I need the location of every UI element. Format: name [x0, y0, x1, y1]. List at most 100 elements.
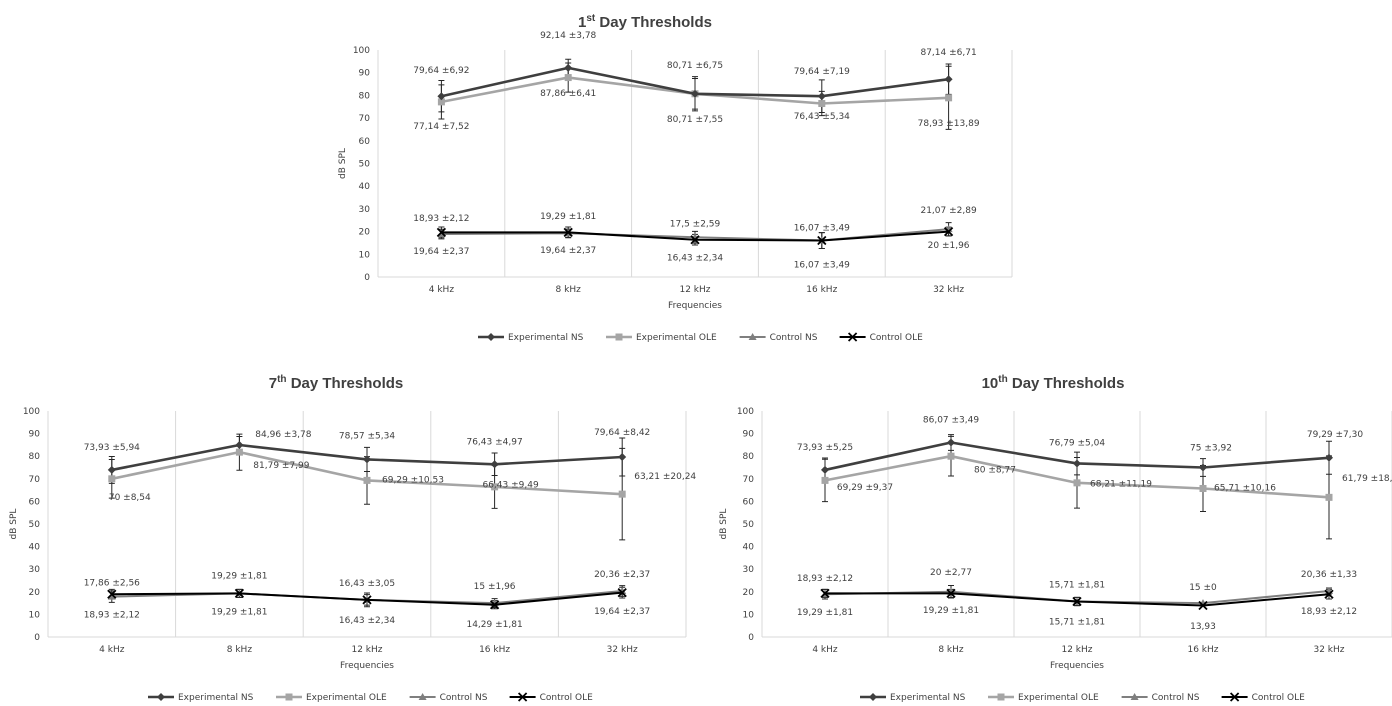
- data-label: 19,64 ±2,37: [540, 246, 596, 256]
- data-point-diamond: [618, 453, 627, 462]
- data-label: 15,71 ±1,81: [1049, 617, 1105, 627]
- data-point-diamond: [363, 455, 371, 464]
- chart-2: 7th Day Thresholds 0 10 20 30 40 50 60 70 80 90 100…: [9, 374, 696, 703]
- y-tick-label: 0: [748, 633, 754, 643]
- data-point-diamond: [821, 465, 829, 474]
- legend-entry: Control NS: [1121, 693, 1200, 703]
- data-point-diamond: [1199, 463, 1207, 472]
- legend-entry: Experimental NS: [860, 693, 966, 703]
- y-tick-label: 80: [29, 452, 41, 462]
- x-tick-label: 4 kHz: [812, 645, 838, 655]
- legend-label: Control NS: [770, 333, 818, 343]
- data-label: 69,29 ±10,53: [382, 475, 444, 485]
- data-point-x: [107, 589, 117, 599]
- data-label: 20 ±1,96: [928, 241, 970, 251]
- data-point-square: [363, 476, 371, 484]
- legend-entry: Control OLE: [839, 332, 923, 343]
- title-superscript: st: [586, 13, 596, 24]
- data-point-x: [817, 235, 827, 246]
- y-tick-label: 100: [23, 407, 40, 417]
- legend-marker: [847, 332, 858, 342]
- data-label: 80 ±8,77: [974, 465, 1016, 475]
- y-tick-label: 20: [29, 588, 41, 598]
- data-point-diamond: [437, 92, 446, 101]
- data-label: 87,14 ±6,71: [920, 48, 976, 58]
- title-rest: Day Thresholds: [287, 375, 404, 392]
- x-tick-label: 16 kHz: [806, 285, 837, 295]
- data-label: 19,29 ±1,81: [923, 606, 979, 616]
- data-point-x: [1072, 596, 1082, 607]
- legend-marker: [285, 693, 293, 701]
- data-label: 14,29 ±1,81: [466, 620, 522, 630]
- data-point-square: [108, 475, 116, 483]
- legend-label: Control OLE: [870, 333, 923, 343]
- data-label: 21,07 ±2,89: [920, 206, 976, 216]
- x-tick-label: 16 kHz: [1187, 645, 1218, 655]
- data-point-x: [436, 227, 447, 238]
- data-label: 69,29 ±9,37: [837, 483, 893, 493]
- data-point-x: [1198, 600, 1208, 611]
- title-superscript: th: [277, 374, 286, 385]
- legend-label: Control NS: [440, 693, 488, 703]
- data-point-square: [564, 74, 572, 82]
- data-point-square: [947, 452, 955, 460]
- y-tick-label: 10: [29, 610, 41, 620]
- legend-label: Experimental NS: [890, 693, 966, 703]
- x-tick-label: 32 kHz: [607, 645, 638, 655]
- data-point-square: [821, 476, 829, 484]
- title-superscript: th: [998, 374, 1007, 385]
- y-tick-label: 90: [743, 430, 755, 440]
- y-axis-label: dB SPL: [9, 509, 19, 540]
- chart-3: 10th Day Thresholds010203040506070809010…: [719, 374, 1392, 703]
- data-label: 80,71 ±6,75: [667, 61, 723, 71]
- y-tick-label: 40: [359, 182, 371, 192]
- y-tick-label: 90: [359, 69, 371, 79]
- x-tick-label: 32 kHz: [933, 285, 964, 295]
- x-tick-label: 12 kHz: [351, 645, 382, 655]
- data-label: 18,93 ±2,12: [84, 611, 140, 621]
- data-label: 15 ±0: [1189, 583, 1217, 593]
- data-point-diamond: [1073, 459, 1081, 468]
- data-label: 18,93 ±2,12: [797, 574, 853, 584]
- x-tick-label: 8 kHz: [938, 645, 964, 655]
- legend-marker: [1130, 693, 1139, 700]
- data-label: 20,36 ±1,33: [1301, 570, 1357, 580]
- y-tick-label: 80: [359, 91, 371, 101]
- legend-entry: Experimental OLE: [606, 333, 717, 343]
- legend-label: Experimental NS: [508, 333, 584, 343]
- x-axis-label: Frequencies: [340, 661, 394, 671]
- data-label: 84,96 ±3,78: [255, 430, 311, 440]
- data-point-square: [818, 100, 826, 108]
- data-point-triangle: [107, 592, 116, 600]
- data-label: 78,57 ±5,34: [339, 431, 395, 441]
- chart-1: 1st Day Thresholds 0 10 20 30 40 50 60 70 80 90 100…: [338, 13, 1013, 343]
- x-tick-label: 4 kHz: [99, 645, 125, 655]
- data-label: 20,36 ±2,37: [594, 570, 650, 580]
- y-tick-label: 60: [29, 497, 41, 507]
- data-label: 92,14 ±3,78: [540, 31, 596, 41]
- data-point-square: [235, 448, 243, 456]
- data-label: 19,64 ±2,37: [594, 607, 650, 617]
- data-label: 76,79 ±5,04: [1049, 438, 1105, 448]
- x-tick-label: 8 kHz: [556, 285, 582, 295]
- y-tick-label: 70: [359, 114, 371, 124]
- data-point-x: [617, 587, 627, 598]
- data-point-square: [1325, 493, 1333, 501]
- data-label: 15,71 ±1,81: [1049, 580, 1105, 590]
- data-label: 80,71 ±7,55: [667, 115, 723, 125]
- legend-marker: [157, 693, 165, 701]
- data-label: 77,14 ±7,52: [413, 122, 469, 132]
- data-point-x: [943, 226, 954, 237]
- data-point-diamond: [1325, 453, 1333, 462]
- data-point-x: [489, 600, 500, 610]
- data-label: 61,79 ±18,35: [1342, 474, 1392, 484]
- data-label: 79,29 ±7,30: [1307, 430, 1363, 440]
- data-point-diamond: [944, 75, 953, 84]
- legend-marker: [487, 333, 495, 341]
- y-tick-label: 70: [743, 475, 755, 485]
- data-label: 63,21 ±20,24: [634, 472, 696, 482]
- data-label: 17,5 ±2,59: [670, 219, 721, 229]
- title-rest: Day Thresholds: [1008, 375, 1125, 392]
